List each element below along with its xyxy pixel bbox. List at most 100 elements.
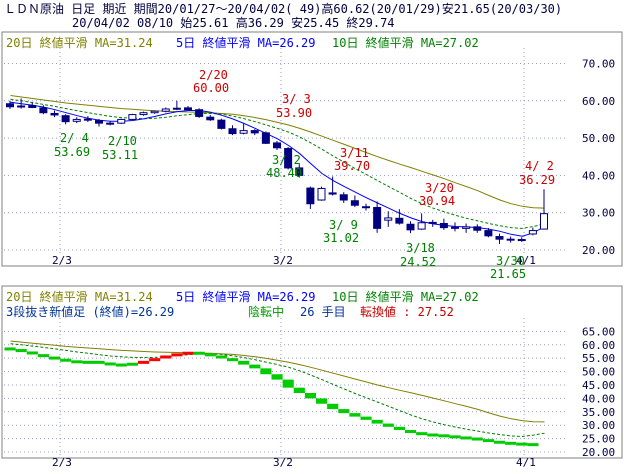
candle-body [384, 217, 393, 221]
candle-body [395, 217, 404, 224]
lower-legend-ma5: 5日 終値平滑 MA=26.29 [176, 289, 315, 304]
annotation-date: 2/10 [108, 134, 137, 148]
y-tick-label: 60.00 [582, 95, 615, 108]
lower-ma20-line [10, 340, 545, 423]
break-block [416, 432, 428, 436]
candle-body [139, 112, 148, 116]
break-block [71, 360, 83, 364]
break-block [93, 360, 105, 364]
break-block [193, 351, 205, 355]
y-tick-label: 20.00 [582, 244, 615, 257]
legend-ma5: 5日 終値平滑 MA=26.29 [176, 35, 315, 50]
break-block [471, 437, 483, 441]
break-block [26, 351, 38, 355]
chart-header-latest-ohlc: 20/04/02 08/10 始25.61 高36.29 安25.45 終29.… [72, 16, 395, 30]
break-block [505, 441, 517, 445]
candle-body [72, 118, 81, 122]
annotation-value: 24.52 [400, 255, 436, 269]
break-block [460, 436, 472, 440]
break-block [371, 419, 383, 424]
lower-legend-ma20: 20日 終値平滑 MA=31.24 [6, 289, 153, 304]
break-block [338, 409, 350, 414]
candle-body [172, 107, 181, 110]
annotation-date: 3/18 [406, 241, 435, 255]
candle-body [195, 109, 204, 117]
break-block [393, 426, 405, 431]
break-block [282, 379, 294, 388]
y-tick-label: 55.00 [582, 352, 615, 365]
break-block [327, 403, 339, 410]
legend-ma10: 10日 終値平滑 MA=27.02 [332, 35, 479, 50]
annotation-date: 3/ 9 [329, 218, 358, 232]
break-block [160, 355, 172, 359]
chart-header-period: ＬＤＮ原油 日足 期近 期間20/01/27～20/04/02( 49)高60.… [4, 2, 563, 16]
break-block [427, 433, 439, 437]
y-tick-label: 65.00 [582, 325, 615, 338]
break-block [360, 416, 372, 420]
candle-body [217, 119, 226, 129]
annotation-value: 21.65 [490, 267, 526, 281]
lower-legend-ma10: 10日 終値平滑 MA=27.02 [332, 289, 479, 304]
x-tick-label: 3/2 [273, 456, 293, 469]
candle-body [506, 238, 515, 241]
break-block [316, 398, 328, 404]
annotation-value: 53.90 [276, 106, 312, 120]
annotation-value: 60.00 [193, 81, 229, 95]
break-block [104, 362, 116, 366]
candle-body [150, 110, 159, 114]
y-tick-label: 25.00 [582, 433, 615, 446]
break-block [494, 440, 506, 444]
candle-body [339, 194, 348, 201]
candle-body [350, 200, 359, 206]
candle-body [6, 103, 14, 108]
break-block [204, 353, 216, 357]
break-block [482, 439, 494, 443]
candle-body [17, 105, 26, 108]
candle-body [83, 118, 92, 121]
break-block [149, 358, 161, 362]
lower-status-reversal: 転換値 : 27.52 [360, 304, 454, 319]
break-block [82, 360, 94, 364]
break-block [182, 351, 194, 355]
y-tick-label: 40.00 [582, 392, 615, 405]
candle-body [284, 148, 293, 169]
candle-body [206, 116, 215, 121]
y-tick-label: 50.00 [582, 366, 615, 379]
candle-body [317, 187, 326, 201]
annotation-date: 2/ 4 [60, 131, 89, 145]
candle-body [495, 236, 504, 240]
candle-body [306, 187, 315, 205]
candle-body [161, 108, 170, 112]
x-tick-label: 4/1 [516, 456, 536, 469]
annotation-date: 3/ 3 [282, 92, 311, 106]
candle-body [95, 120, 103, 124]
candle-body [451, 226, 459, 229]
candle-body [373, 206, 382, 229]
upper-plot [6, 95, 548, 244]
break-block [115, 363, 127, 367]
annotation-value: 39.70 [334, 159, 370, 173]
lower-ma10-line [10, 343, 545, 438]
upper-panel-frame [1, 31, 623, 267]
upper-legend: 20日 終値平滑 MA=31.24 5日 終値平滑 MA=26.29 10日 終… [6, 35, 479, 50]
y-tick-label: 35.00 [582, 406, 615, 419]
lower-legend: 20日 終値平滑 MA=31.24 5日 終値平滑 MA=26.29 10日 終… [6, 289, 479, 319]
candle-body [406, 223, 415, 231]
break-block [260, 368, 272, 375]
candle-body [39, 107, 48, 114]
x-tick-label: 2/3 [52, 254, 72, 267]
lower-plot [4, 340, 545, 447]
lower-grid: 20.0025.0030.0035.0040.0045.0050.0055.00… [4, 318, 615, 469]
lower-status-name: 3段抜き新値足 (終値)=26.29 [6, 304, 174, 319]
y-tick-label: 60.00 [582, 339, 615, 352]
break-block [516, 442, 528, 446]
candle-body [61, 115, 70, 123]
break-block [15, 349, 27, 353]
annotation-date: 3/30 [496, 254, 525, 268]
candle-body [517, 239, 526, 242]
annotation-date: 4/ 2 [525, 159, 554, 173]
candle-body [362, 206, 370, 209]
break-block [304, 393, 316, 399]
